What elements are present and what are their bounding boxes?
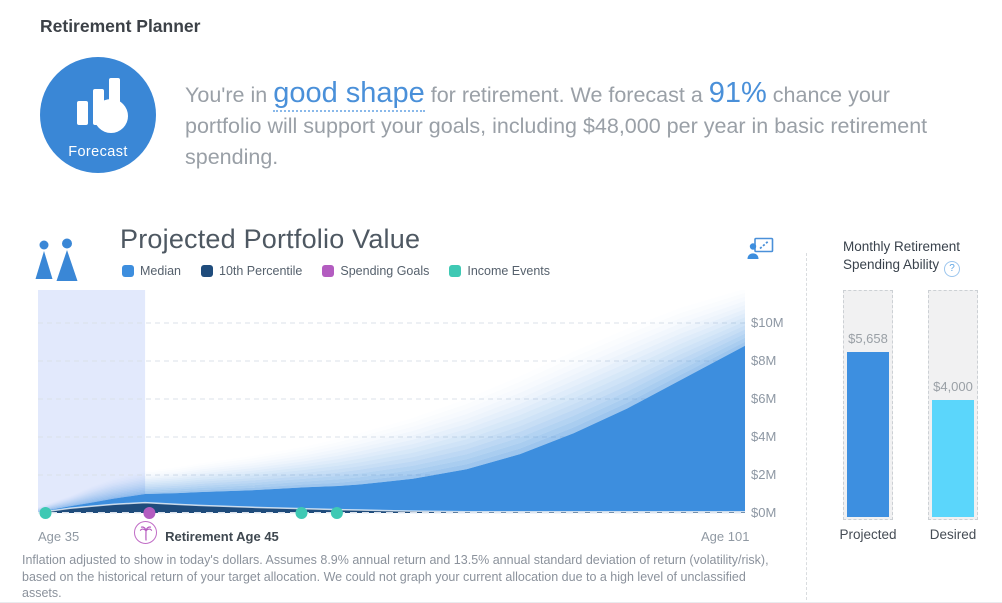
tenth-percentile-line — [37, 501, 745, 514]
spending-bar-value: $4,000 — [933, 379, 973, 394]
fan-band — [38, 317, 745, 510]
palm-tree-icon — [139, 525, 152, 541]
forecast-badge: Forecast — [40, 57, 156, 173]
retirement-age-label: Retirement Age 45 — [165, 529, 279, 544]
median-swatch-icon — [122, 265, 134, 277]
forecast-chart-icon — [77, 78, 128, 133]
spending-goals-swatch-icon — [322, 265, 335, 277]
y-axis-label: $6M — [751, 391, 777, 406]
tenth-percentile-area — [38, 502, 745, 513]
fan-band — [38, 341, 745, 513]
y-axis-labels: $0M $2M $4M $6M $8M $10M — [751, 0, 799, 602]
y-axis-label: $10M — [751, 315, 784, 330]
retirement-age-marker — [134, 521, 158, 544]
summary-text-prefix: You're in — [185, 83, 274, 107]
y-axis-label: $8M — [751, 353, 777, 368]
x-axis-label-start: Age 35 — [38, 529, 80, 544]
legend-item-median: Median — [122, 264, 181, 278]
legend-item-10th-percentile: 10th Percentile — [201, 264, 302, 278]
portfolio-chart-plot[interactable] — [37, 290, 745, 522]
income-event-dot[interactable] — [39, 507, 52, 519]
summary-text-mid: for retirement. We forecast a — [424, 83, 709, 107]
income-events-swatch-icon — [449, 265, 462, 277]
spending-bar-fill — [932, 400, 974, 517]
two-people-icon — [35, 238, 78, 281]
portfolio-chart-svg[interactable] — [37, 290, 745, 522]
forecast-percent: 91% — [708, 77, 767, 109]
spending-goal-dot[interactable] — [143, 507, 156, 519]
tenth-percentile-swatch-icon — [201, 265, 213, 277]
y-axis-label: $2M — [751, 467, 777, 482]
disclaimer-footnote: Inflation adjusted to show in today's do… — [22, 553, 769, 600]
forecast-summary: You're in good shape for retirement. We … — [185, 77, 960, 173]
good-shape-link[interactable]: good shape — [273, 77, 425, 112]
legend-label: Income Events — [467, 264, 551, 278]
y-axis-label: $0M — [751, 505, 777, 520]
legend-item-spending-goals: Spending Goals — [322, 264, 429, 278]
page-title: Retirement Planner — [40, 16, 201, 36]
legend-item-income-events: Income Events — [449, 264, 550, 278]
fan-band — [38, 321, 745, 511]
help-icon[interactable] — [944, 261, 961, 277]
desired-bar-track: $4,000 — [928, 290, 978, 520]
projected-bar-track: $5,658 — [843, 290, 893, 520]
fan-band — [38, 337, 745, 512]
panel-divider — [806, 253, 807, 600]
income-event-dot[interactable] — [330, 507, 343, 519]
spending-bar-value: $5,658 — [848, 331, 888, 346]
chart-title: Projected Portfolio Value — [120, 224, 421, 254]
pre-retirement-band — [38, 290, 146, 513]
chart-legend: Median 10th Percentile Spending Goals In… — [122, 264, 550, 278]
legend-label: Spending Goals — [340, 264, 430, 278]
desired-bar-label: Desired — [929, 527, 977, 542]
y-axis-label: $4M — [751, 429, 777, 444]
forecast-badge-label: Forecast — [68, 144, 128, 160]
spending-bar-fill — [847, 352, 889, 517]
spending-panel-title-text: Monthly Retirement Spending Ability — [843, 239, 961, 272]
x-axis-label-end: Age 101 — [701, 529, 750, 544]
income-event-dot[interactable] — [295, 507, 308, 519]
presentation-trend-icon[interactable] — [747, 237, 774, 260]
legend-label: Median — [140, 264, 181, 278]
legend-label: 10th Percentile — [219, 264, 303, 278]
median-area — [38, 345, 745, 513]
spending-panel-title: Monthly Retirement Spending Ability — [843, 238, 1002, 277]
projected-bar-label: Projected — [839, 527, 897, 542]
summary-text-suffix: chance your portfolio will support your … — [185, 83, 928, 169]
